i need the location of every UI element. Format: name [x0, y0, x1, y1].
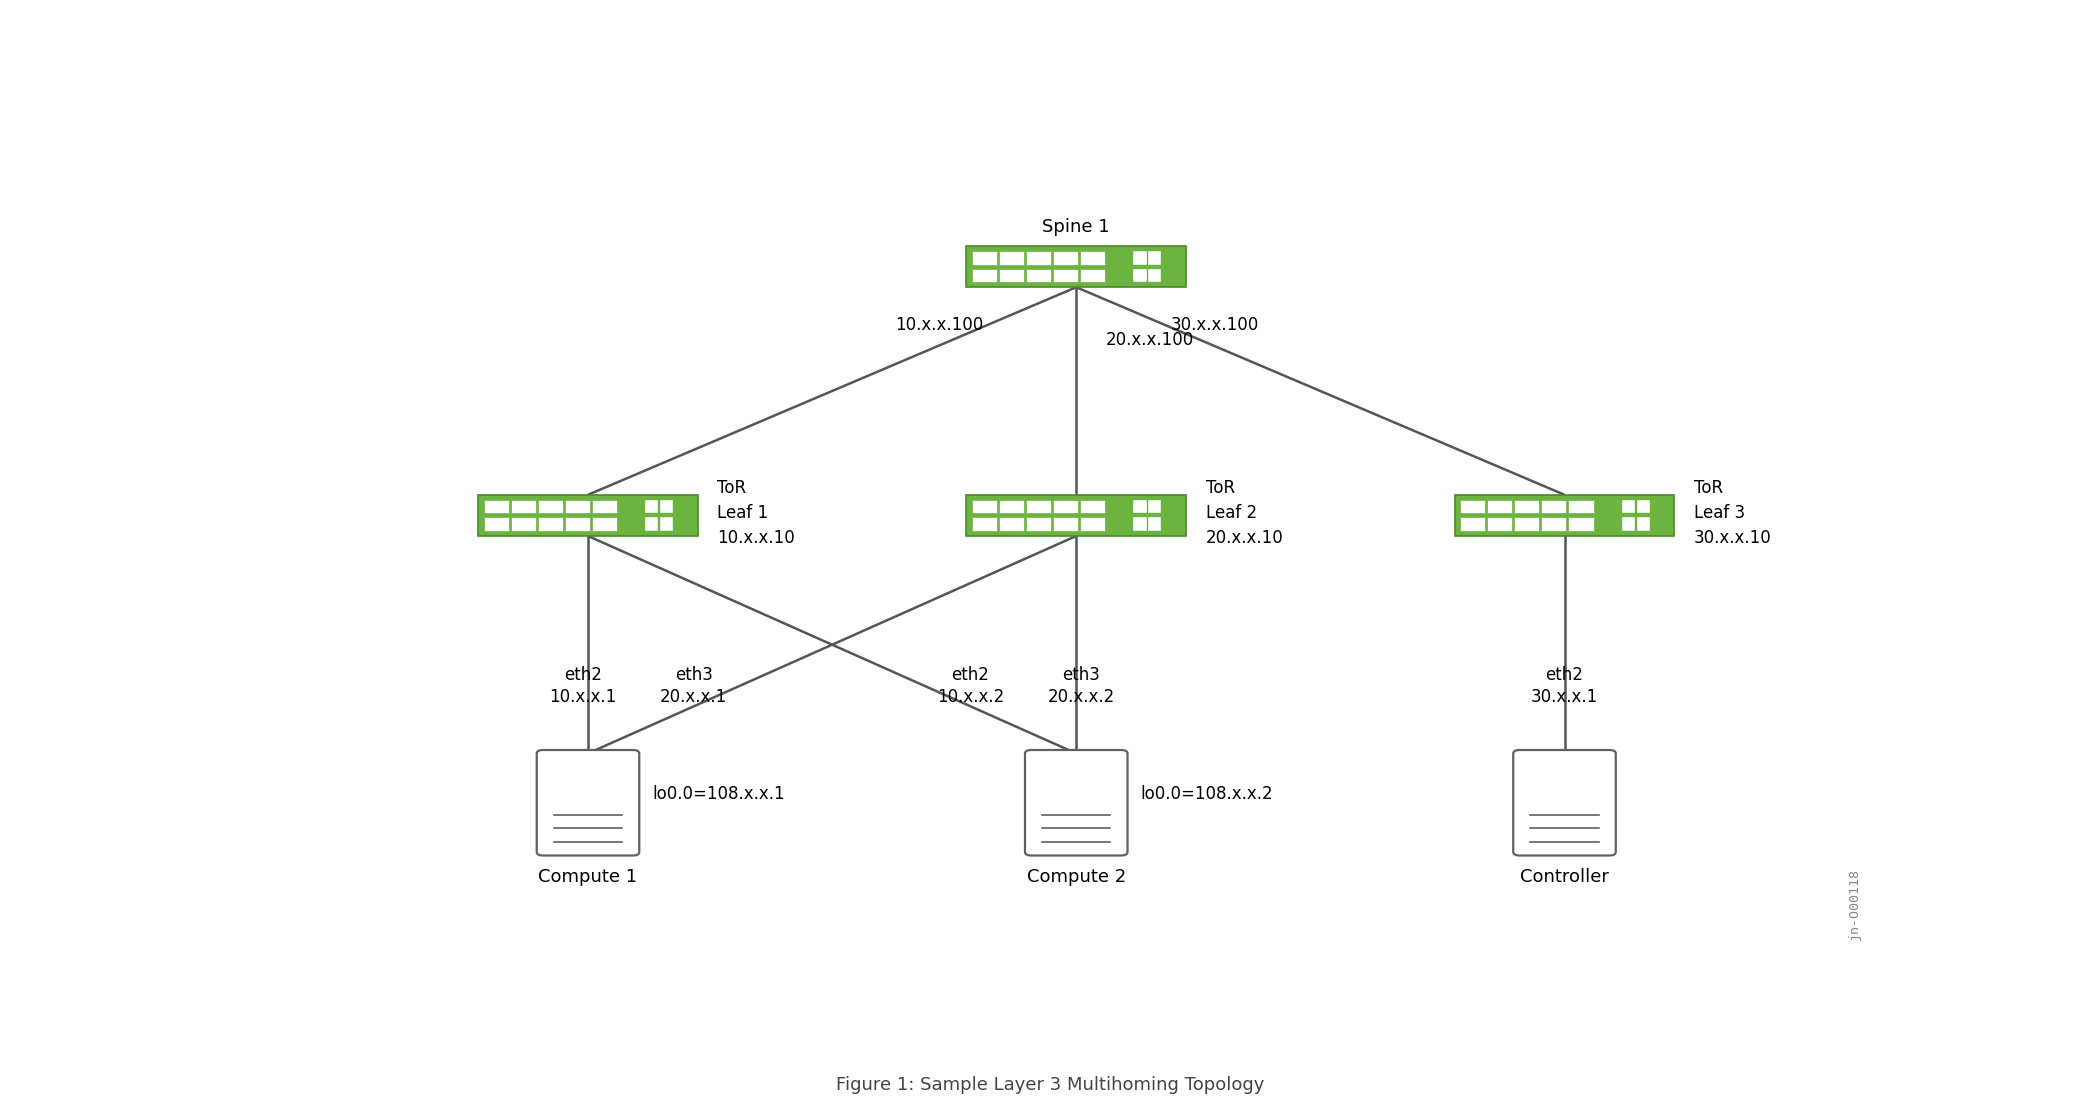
Bar: [1134, 268, 1147, 282]
Bar: [1455, 495, 1674, 536]
Bar: [645, 500, 657, 514]
Bar: [1460, 500, 1485, 514]
Text: eth3
20.x.x.1: eth3 20.x.x.1: [659, 666, 727, 706]
Bar: [479, 495, 697, 536]
Bar: [972, 268, 998, 282]
Text: Figure 1: Sample Layer 3 Multihoming Topology: Figure 1: Sample Layer 3 Multihoming Top…: [836, 1076, 1264, 1094]
Text: eth2
10.x.x.2: eth2 10.x.x.2: [937, 666, 1004, 706]
Bar: [1052, 517, 1077, 531]
Text: 30.x.x.100: 30.x.x.100: [1170, 316, 1258, 334]
Text: lo0.0=108.x.x.1: lo0.0=108.x.x.1: [653, 785, 785, 803]
Bar: [483, 517, 508, 531]
Bar: [592, 517, 617, 531]
Bar: [483, 500, 508, 514]
Bar: [1027, 251, 1052, 265]
Bar: [1052, 251, 1077, 265]
Bar: [1134, 517, 1147, 531]
Text: ToR
Leaf 3
30.x.x.10: ToR Leaf 3 30.x.x.10: [1695, 479, 1772, 547]
Bar: [510, 500, 536, 514]
Bar: [1000, 517, 1025, 531]
Bar: [1487, 517, 1512, 531]
Bar: [1027, 517, 1052, 531]
Bar: [592, 500, 617, 514]
Bar: [1621, 500, 1634, 514]
Text: eth2
10.x.x.1: eth2 10.x.x.1: [550, 666, 617, 706]
Text: 20.x.x.100: 20.x.x.100: [1105, 331, 1193, 349]
Bar: [1149, 268, 1161, 282]
Bar: [966, 495, 1186, 536]
Bar: [510, 517, 536, 531]
Bar: [1052, 500, 1077, 514]
Bar: [1134, 500, 1147, 514]
Bar: [1079, 251, 1105, 265]
Bar: [1621, 517, 1634, 531]
Bar: [966, 246, 1186, 287]
Bar: [645, 517, 657, 531]
Text: 10.x.x.100: 10.x.x.100: [895, 316, 983, 334]
Bar: [1149, 517, 1161, 531]
Text: jn-O00118: jn-O00118: [1848, 868, 1861, 940]
Bar: [659, 517, 674, 531]
Bar: [538, 500, 563, 514]
Bar: [972, 251, 998, 265]
Text: eth3
20.x.x.2: eth3 20.x.x.2: [1048, 666, 1115, 706]
Bar: [1569, 500, 1594, 514]
Bar: [538, 517, 563, 531]
Bar: [1541, 517, 1567, 531]
FancyBboxPatch shape: [1514, 750, 1615, 856]
Text: eth2
30.x.x.1: eth2 30.x.x.1: [1531, 666, 1598, 706]
Bar: [1000, 268, 1025, 282]
Bar: [1514, 517, 1539, 531]
Bar: [1149, 251, 1161, 265]
Bar: [1569, 517, 1594, 531]
Bar: [659, 500, 674, 514]
Bar: [1514, 500, 1539, 514]
Bar: [1027, 268, 1052, 282]
Bar: [1487, 500, 1512, 514]
Text: ToR
Leaf 2
20.x.x.10: ToR Leaf 2 20.x.x.10: [1205, 479, 1283, 547]
Bar: [1027, 500, 1052, 514]
FancyBboxPatch shape: [538, 750, 638, 856]
Bar: [1079, 268, 1105, 282]
Bar: [1000, 251, 1025, 265]
Bar: [1079, 517, 1105, 531]
Bar: [1460, 517, 1485, 531]
FancyBboxPatch shape: [1025, 750, 1128, 856]
Text: ToR
Leaf 1
10.x.x.10: ToR Leaf 1 10.x.x.10: [718, 479, 796, 547]
Bar: [1541, 500, 1567, 514]
Bar: [972, 517, 998, 531]
Bar: [565, 517, 590, 531]
Bar: [1149, 500, 1161, 514]
Bar: [1052, 268, 1077, 282]
Text: lo0.0=108.x.x.2: lo0.0=108.x.x.2: [1140, 785, 1273, 803]
Bar: [1079, 500, 1105, 514]
Bar: [1636, 500, 1651, 514]
Text: Spine 1: Spine 1: [1042, 217, 1111, 236]
Bar: [972, 500, 998, 514]
Text: Controller: Controller: [1520, 868, 1609, 886]
Bar: [1636, 517, 1651, 531]
Bar: [1134, 251, 1147, 265]
Text: Compute 1: Compute 1: [538, 868, 638, 886]
Bar: [565, 500, 590, 514]
Bar: [1000, 500, 1025, 514]
Text: Compute 2: Compute 2: [1027, 868, 1126, 886]
